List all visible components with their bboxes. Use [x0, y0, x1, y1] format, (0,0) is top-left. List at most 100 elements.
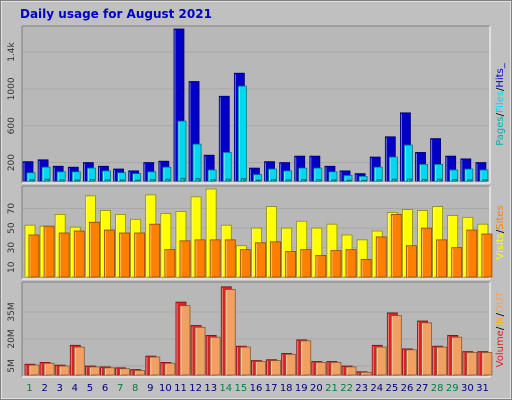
- legend-pages: Pages: [495, 116, 506, 145]
- bar-sites: [451, 247, 463, 278]
- bar-out: [466, 352, 478, 376]
- bar-sites: [119, 232, 130, 278]
- x-tick-label: 9: [147, 383, 153, 394]
- bar-out: [300, 340, 312, 376]
- bar-pages: [44, 178, 50, 182]
- x-tick-label: 2: [41, 383, 47, 394]
- x-tick-label: 18: [280, 383, 293, 394]
- bar-out: [104, 367, 115, 376]
- bar-out: [421, 322, 432, 376]
- x-tick-label: 12: [189, 383, 202, 394]
- bar-pages: [165, 178, 171, 182]
- x-tick-label: 21: [325, 383, 338, 394]
- bar-sites: [224, 239, 236, 278]
- legend-trailing: _: [495, 62, 506, 69]
- y-tick-label: 200: [7, 154, 17, 171]
- legend-separator: /: [495, 229, 506, 233]
- y-tick-label: 600: [7, 117, 17, 134]
- bar-out: [270, 360, 281, 376]
- bar-pages: [301, 179, 307, 182]
- legend-volume: Volume: [495, 330, 506, 367]
- series-legend: Visits/Sites: [495, 205, 506, 259]
- bar-out: [481, 352, 493, 376]
- x-tick-label: 8: [132, 383, 138, 394]
- bar-pages: [316, 179, 322, 182]
- bar-sites: [134, 232, 146, 278]
- y-tick-label: 1.4k: [7, 41, 17, 61]
- bar-out: [179, 305, 191, 376]
- bar-out: [134, 370, 146, 376]
- bar-pages: [150, 179, 156, 182]
- bar-out: [436, 346, 448, 376]
- chart-title: Daily usage for August 2021: [20, 7, 212, 21]
- bar-out: [43, 362, 55, 376]
- bar-out: [315, 361, 327, 376]
- legend-separator: /: [495, 87, 506, 91]
- bar-sites: [179, 240, 191, 278]
- legend-separator: /: [495, 312, 506, 316]
- bar-pages: [452, 179, 458, 182]
- y-tick-label: 50: [7, 222, 17, 234]
- x-tick-label: 3: [57, 383, 63, 394]
- bar-sites: [481, 233, 493, 278]
- legend-sites: Sites: [495, 205, 506, 229]
- x-tick-label: 17: [265, 383, 278, 394]
- x-tick-label: 1: [26, 383, 32, 394]
- x-tick-label: 29: [446, 383, 459, 394]
- y-tick-label: 1000: [7, 77, 17, 100]
- x-tick-label: 10: [159, 383, 172, 394]
- y-tick-label: 10: [7, 261, 17, 273]
- bar-out: [209, 336, 221, 376]
- bar-pages: [210, 179, 216, 182]
- bar-sites: [315, 255, 327, 278]
- bar-sites: [58, 232, 70, 278]
- bar-out: [239, 346, 251, 376]
- legend-separator: /: [495, 112, 506, 116]
- bar-pages: [120, 179, 125, 182]
- x-tick-label: 25: [386, 383, 399, 394]
- y-tick-label: 20M: [7, 329, 17, 348]
- bar-pages: [376, 179, 382, 182]
- bar-out: [406, 349, 417, 376]
- legend-separator: /: [495, 326, 506, 330]
- x-tick-label: 30: [461, 383, 474, 394]
- bar-out: [255, 361, 266, 376]
- bar-sites: [43, 225, 55, 278]
- legend-files: Files: [495, 91, 506, 113]
- y-tick-label: 30: [7, 242, 17, 254]
- bar-out: [28, 364, 40, 376]
- bar-out: [330, 361, 342, 376]
- bar-sites: [239, 249, 251, 278]
- x-tick-label: 11: [174, 383, 187, 394]
- x-tick-label: 6: [102, 383, 108, 394]
- bar-sites: [330, 250, 342, 278]
- x-tick-label: 19: [295, 383, 308, 394]
- x-tick-label: 26: [401, 383, 414, 394]
- x-tick-label: 27: [416, 383, 429, 394]
- bar-pages: [180, 177, 186, 182]
- bar-sites: [270, 241, 281, 278]
- bar-sites: [390, 214, 402, 278]
- bar-out: [149, 356, 161, 376]
- bar-sites: [149, 223, 161, 278]
- bar-pages: [240, 178, 246, 182]
- bar-pages: [89, 178, 95, 182]
- bar-pages: [271, 179, 276, 182]
- bar-sites: [436, 239, 448, 278]
- bar-sites: [28, 234, 40, 278]
- bar-out: [451, 336, 463, 376]
- series-legend: Volume/IN/OUT: [495, 291, 506, 368]
- visits-panel: 10 30 50 70 Visits/Sites: [7, 185, 506, 280]
- bar-pages: [135, 179, 141, 182]
- bar-sites: [300, 249, 312, 278]
- bar-pages: [346, 179, 352, 182]
- bar-pages: [467, 179, 473, 182]
- x-tick-label: 14: [219, 383, 232, 394]
- bar-pages: [422, 178, 427, 182]
- bar-out: [345, 366, 357, 376]
- bar-sites: [345, 249, 357, 278]
- bar-pages: [256, 179, 261, 182]
- bar-pages: [482, 179, 488, 182]
- bar-out: [224, 289, 236, 376]
